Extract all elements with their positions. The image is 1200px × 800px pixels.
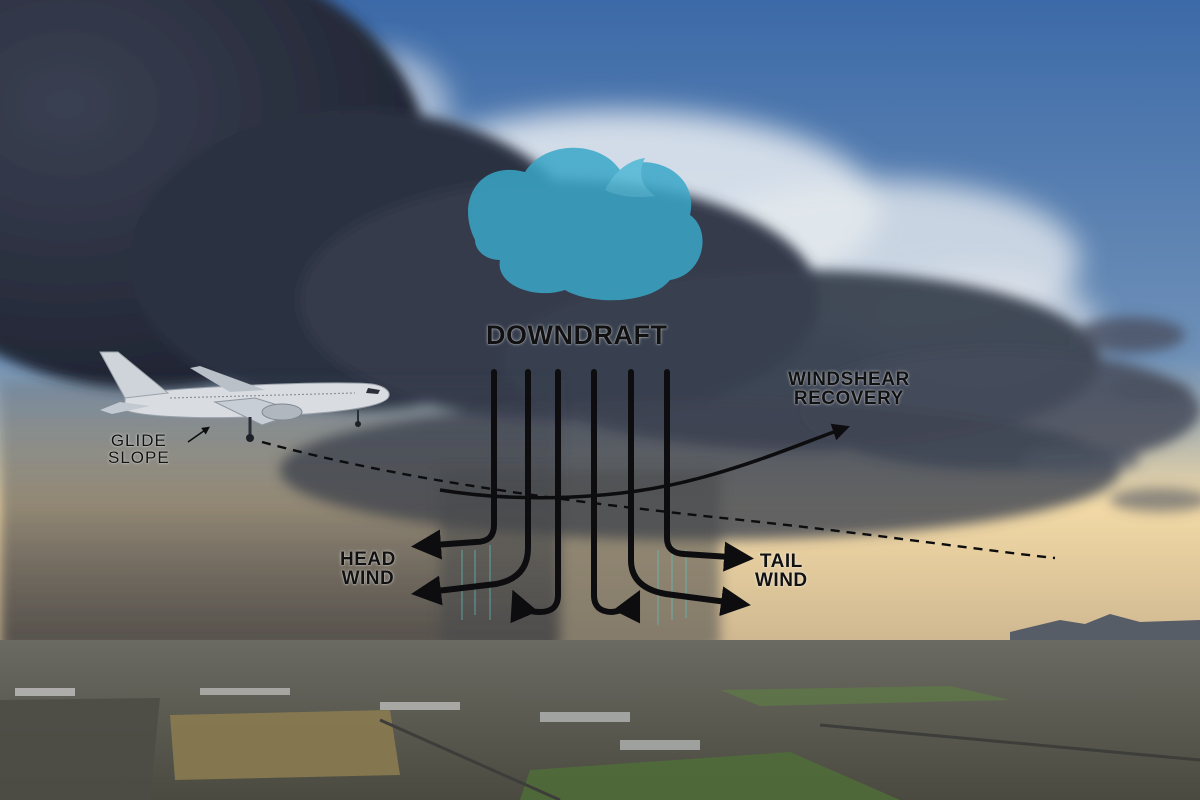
downdraft-arrow-2	[411, 369, 531, 606]
tail-wind-line-1: TAIL	[759, 551, 803, 572]
cloud-logo-icon	[468, 147, 703, 301]
glide-slope-pointer	[187, 426, 210, 443]
glide-slope-label: GLIDE SLOPE	[108, 432, 170, 466]
glide-slope-line-1: GLIDE	[110, 431, 167, 450]
downdraft-arrow-4	[591, 369, 641, 624]
windshear-recovery-arrow	[439, 423, 850, 500]
windshear-recovery-line-2: RECOVERY	[793, 388, 904, 409]
field-tan	[170, 710, 400, 780]
downdraft-arrow-1	[411, 369, 497, 560]
city-fields	[0, 686, 1200, 800]
windshear-recovery-label: WINDSHEAR RECOVERY	[788, 370, 910, 408]
head-wind-label: HEAD WIND	[340, 550, 396, 588]
downdraft-arrow-6	[664, 369, 754, 572]
head-wind-line-2: WIND	[341, 568, 395, 589]
downdraft-arrows	[411, 369, 754, 624]
downdraft-label: DOWNDRAFT	[486, 320, 668, 350]
head-wind-line-1: HEAD	[340, 549, 396, 570]
windshear-recovery-line-1: WINDSHEAR	[788, 369, 910, 390]
aircraft-icon	[99, 351, 390, 442]
downdraft-arrow-3	[510, 369, 561, 624]
tail-wind-line-2: WIND	[755, 570, 808, 591]
glide-slope-line-2: SLOPE	[108, 448, 170, 467]
field-green-2	[720, 686, 1010, 706]
neighborhood-left	[0, 698, 160, 800]
field-green	[520, 752, 900, 800]
tail-wind-label: TAIL WIND	[755, 552, 808, 590]
downdraft-arrow-5	[628, 369, 751, 617]
glide-slope-line	[261, 440, 1056, 560]
downdraft-rain	[440, 470, 720, 650]
